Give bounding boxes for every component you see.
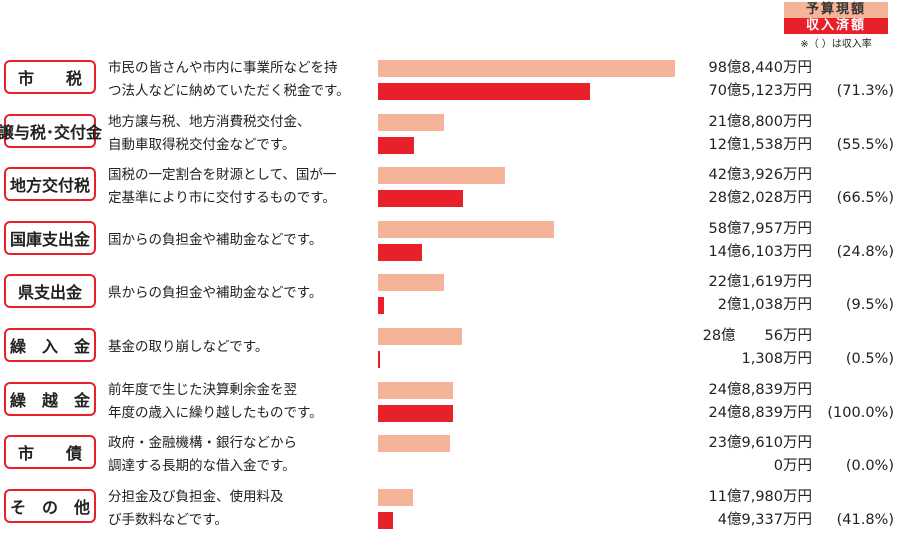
collection-rate: (24.8%) [836,243,894,260]
budget-amount: 98億8,440万円 [708,60,812,76]
budget-amount: 21億8,800万円 [708,113,812,130]
category-description: 分担金及び負担金、使用料及 び手数料などです。 [108,486,376,532]
budget-bar [378,113,444,131]
description-line: 市民の皆さんや市内に事業所などを持 [108,60,338,76]
category-label: 譲与税･交付金 [0,113,102,148]
income-bar [378,404,453,422]
category-description: 政府・金融機構・銀行などから 調達する長期的な借入金です。 [108,432,376,478]
income-bar [378,297,385,315]
description-line: 自動車取得税交付金などです。 [108,136,296,153]
income-bar [378,136,415,154]
income-amount: 24億8,839万円 [708,404,812,421]
budget-amount: 24億8,839万円 [708,381,812,398]
income-amount: 28億2,028万円 [708,190,812,207]
budget-amount: 42億3,926万円 [708,167,812,184]
collection-rate: (66.5%) [836,190,894,207]
income-amount: 0万円 [773,458,812,475]
budget-bar [378,274,445,292]
budget-bar [378,435,450,453]
category-label: 県支出金 [4,274,96,309]
income-bar [378,190,463,208]
category-description: 国からの負担金や補助金などです。 [108,229,376,252]
budget-bar [378,60,675,77]
budget-amount: 23億9,610万円 [708,435,812,452]
budget-bar [378,328,463,345]
description-line: び手数料などです。 [108,511,228,528]
income-amount: 4億9,337万円 [717,511,812,528]
category-row: そ の 他分担金及び負担金、使用料及 び手数料などです。 11億7,980万円 4億9… [0,485,900,537]
category-row: 地方交付税 国税の一定割合を財源として、国が一 定基準により市に交付するものです。 4… [0,163,900,215]
collection-rate: (9.5%) [845,297,894,314]
description-line: 定基準により市に交付するものです。 [108,190,336,207]
budget-amount: 28億 56万円 [702,328,812,344]
category-row: 譲与税･交付金 地方譲与税、地方消費税交付金、 自動車取得税交付金などです。 21億8… [0,110,900,162]
income-amount: 1,308万円 [741,351,812,367]
category-row: 国庫支出金 国からの負担金や補助金などです。 58億7,957万円 14億6,103万… [0,217,900,269]
income-bar [378,511,393,529]
category-description: 国税の一定割合を財源として、国が一 定基準により市に交付するものです。 [108,164,376,210]
budget-amount: 58億7,957万円 [708,220,812,237]
income-amount: 70億5,123万円 [708,83,812,99]
description-line: 前年度で生じた決算剰余金を翌 [108,381,297,398]
category-row: 市 税市民の皆さんや市内に事業所などを持 つ法人などに納めていただく税金です。 98… [0,56,900,108]
legend-income: 収入済額 [784,18,888,34]
collection-rate: (55.5%) [836,136,894,153]
description-line: 国税の一定割合を財源として、国が一 [108,167,337,184]
category-description: 地方譲与税、地方消費税交付金、 自動車取得税交付金などです。 [108,111,376,157]
collection-rate: (41.8%) [836,511,894,528]
legend: 予算現額 収入済額 ※（ ）は収入率 [784,2,888,50]
income-bar [378,243,422,261]
legend-budget: 予算現額 [784,2,888,18]
legend-note: ※（ ）は収入率 [800,39,872,50]
income-bar [378,351,380,368]
category-label: 繰 越 金 [4,381,96,416]
description-line: 県からの負担金や補助金などです。 [108,285,323,302]
budget-amount: 11億7,980万円 [708,488,812,505]
category-row: 市 債政府・金融機構・銀行などから 調達する長期的な借入金です。 23億9,610万… [0,431,900,483]
collection-rate: (0.5%) [845,351,894,367]
category-label: 地方交付税 [4,167,96,202]
collection-rate: (71.3%) [836,83,894,99]
category-label: 繰 入 金 [4,328,96,362]
category-description: 基金の取り崩しなどです。 [108,336,376,359]
description-line: 年度の歳入に繰り越したものです。 [108,404,323,421]
income-bar [378,83,590,100]
category-label: 国庫支出金 [4,220,96,255]
category-description: 県からの負担金や補助金などです。 [108,282,376,305]
budget-amount: 22億1,619万円 [708,274,812,291]
description-line: 地方譲与税、地方消費税交付金、 [108,113,311,130]
income-amount: 14億6,103万円 [708,243,812,260]
description-line: つ法人などに納めていただく税金です。 [108,83,350,99]
budget-bar [378,381,453,399]
income-amount: 12億1,538万円 [708,136,812,153]
category-description: 市民の皆さんや市内に事業所などを持 つ法人などに納めていただく税金です。 [108,57,376,103]
budget-bar [378,167,506,185]
category-label: 市 税 [4,60,96,94]
income-amount: 2億1,038万円 [717,297,812,314]
collection-rate: (100.0%) [827,404,894,421]
category-row: 県支出金 県からの負担金や補助金などです。 22億1,619万円 2億1,038万円 (… [0,270,900,322]
category-description: 前年度で生じた決算剰余金を翌年度の歳入に繰り越したものです。 [108,379,376,425]
budget-bar [378,220,555,238]
category-row: 繰 越 金前年度で生じた決算剰余金を翌年度の歳入に繰り越したものです。 24億8,… [0,378,900,430]
category-label: そ の 他 [4,488,96,523]
description-line: 調達する長期的な借入金です。 [108,458,296,475]
category-label: 市 債 [4,435,96,470]
collection-rate: (0.0%) [845,458,894,475]
category-row: 繰 入 金基金の取り崩しなどです。 28億 56万円 1,308万円 (0.5%) [0,324,900,376]
budget-bar [378,488,414,506]
description-line: 政府・金融機構・銀行などから [108,435,297,452]
description-line: 国からの負担金や補助金などです。 [108,231,323,248]
description-line: 分担金及び負担金、使用料及 [108,488,284,505]
description-line: 基金の取り崩しなどです。 [108,339,269,355]
